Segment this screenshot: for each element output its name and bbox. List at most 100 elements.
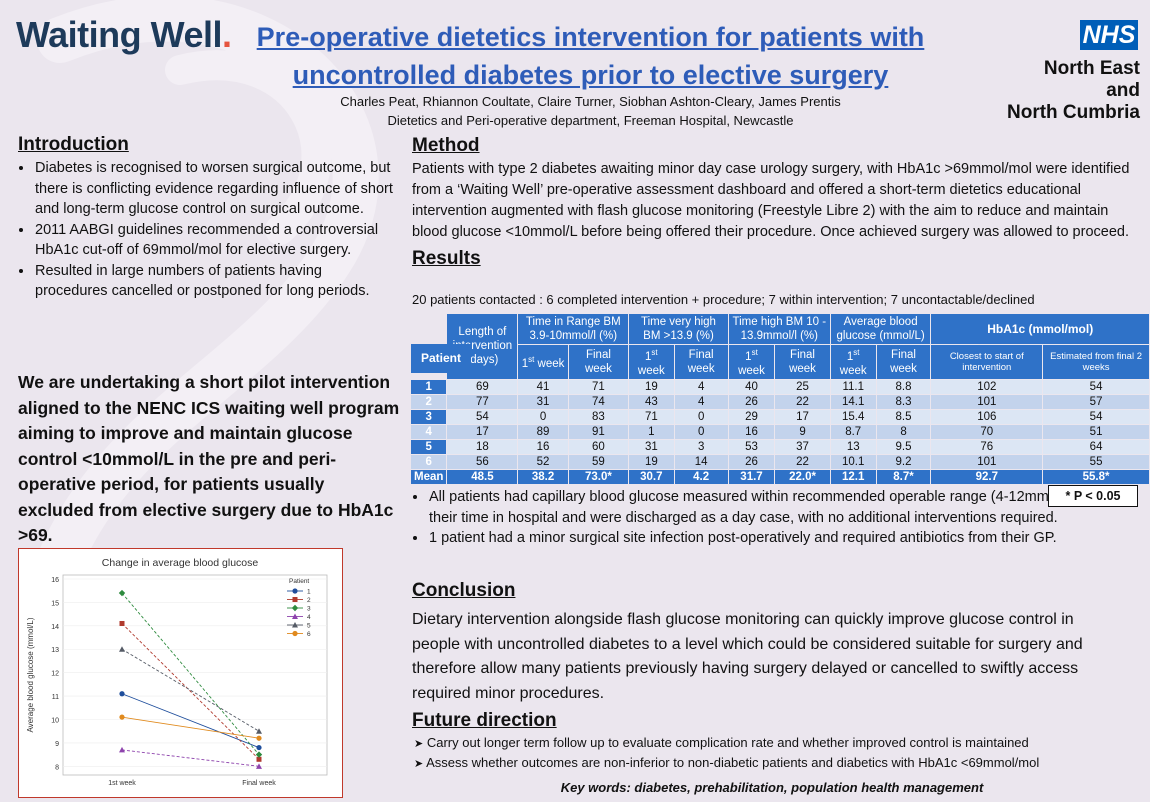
table-cell: 64 bbox=[1043, 439, 1149, 454]
table-cell: 11.1 bbox=[830, 379, 876, 394]
table-cell: 55.8* bbox=[1043, 469, 1149, 484]
col-tir: Time in Range BM 3.9-10mmol/l (%) bbox=[518, 314, 629, 344]
method-section: Method Patients with type 2 diabetes awa… bbox=[412, 135, 1140, 270]
y-tick-label: 15 bbox=[51, 600, 59, 607]
data-point bbox=[292, 622, 298, 628]
data-point bbox=[119, 714, 125, 720]
table-cell: 8.3 bbox=[876, 394, 931, 409]
table-cell: 56 bbox=[447, 454, 518, 469]
table-cell: 12.1 bbox=[830, 469, 876, 484]
series-line bbox=[121, 693, 260, 749]
y-tick-label: 14 bbox=[51, 624, 59, 631]
table-cell: 19 bbox=[629, 454, 674, 469]
table-cell: 30.7 bbox=[629, 469, 674, 484]
table-cell: 9 bbox=[775, 424, 830, 439]
table-cell: 55 bbox=[1043, 454, 1149, 469]
data-point bbox=[291, 604, 299, 612]
table-row: 2 77 31 74 43 4 26 22 14.1 8.3 101 57 bbox=[411, 394, 1149, 409]
table-cell: 15.4 bbox=[830, 409, 876, 424]
introduction-heading: Introduction bbox=[18, 134, 129, 155]
results-findings: All patients had capillary blood glucose… bbox=[412, 487, 1132, 549]
table-cell: 51 bbox=[1043, 424, 1149, 439]
authors-block: Charles Peat, Rhiannon Coultate, Claire … bbox=[238, 92, 943, 130]
table-cell: 31.7 bbox=[728, 469, 775, 484]
table-cell: 102 bbox=[931, 379, 1043, 394]
table-cell: 41 bbox=[518, 379, 568, 394]
y-tick-label: 12 bbox=[51, 671, 59, 678]
table-cell: 9.2 bbox=[876, 454, 931, 469]
table-cell: 22 bbox=[775, 394, 830, 409]
table-row: 1 69 41 71 19 4 40 25 11.1 8.8 102 54 bbox=[411, 379, 1149, 394]
table-cell: 22 bbox=[775, 454, 830, 469]
table-cell: 16 bbox=[728, 424, 775, 439]
logo-dot: . bbox=[222, 14, 232, 55]
data-point bbox=[119, 620, 125, 626]
nhs-org-name: North East and North Cumbria bbox=[1007, 58, 1140, 123]
patient-cell: 2 bbox=[411, 394, 447, 409]
table-row: 5 18 16 60 31 3 53 37 13 9.5 76 64 bbox=[411, 439, 1149, 454]
y-axis-label: Average blood glucose (mmol/L) bbox=[26, 617, 35, 732]
table-row: 6 56 52 59 19 14 26 22 10.1 9.2 101 55 bbox=[411, 454, 1149, 469]
table-cell: 69 bbox=[447, 379, 518, 394]
waiting-well-logo: Waiting Well. bbox=[16, 14, 232, 55]
sub-estimated: Estimated from final 2 weeks bbox=[1043, 345, 1149, 379]
list-item: 2011 AABGI guidelines recommended a cont… bbox=[34, 220, 398, 261]
col-hba1c: HbA1c (mmol/mol) bbox=[931, 314, 1149, 344]
table-cell: 101 bbox=[931, 454, 1043, 469]
results-heading: Results bbox=[412, 248, 481, 269]
y-tick-label: 13 bbox=[51, 647, 59, 654]
sub-1st-week: 1st week bbox=[629, 345, 674, 379]
author-list: Charles Peat, Rhiannon Coultate, Claire … bbox=[340, 94, 841, 109]
table-cell: 4.2 bbox=[674, 469, 728, 484]
table-cell: 106 bbox=[931, 409, 1043, 424]
table-cell: 91 bbox=[568, 424, 629, 439]
table-cell: 14 bbox=[674, 454, 728, 469]
table-cell: 71 bbox=[568, 379, 629, 394]
table-cell: 71 bbox=[629, 409, 674, 424]
table-cell: 54 bbox=[1043, 409, 1149, 424]
y-tick-label: 16 bbox=[51, 577, 59, 584]
table-cell: 76 bbox=[931, 439, 1043, 454]
table-cell: Mean bbox=[411, 469, 447, 484]
table-cell: 4 bbox=[674, 379, 728, 394]
table-cell: 8.7* bbox=[876, 469, 931, 484]
table-cell: 37 bbox=[775, 439, 830, 454]
y-tick-label: 11 bbox=[52, 694, 59, 701]
table-cell: 38.2 bbox=[518, 469, 568, 484]
table-cell: 26 bbox=[728, 394, 775, 409]
legend-title: Patient bbox=[289, 578, 309, 585]
table-cell: 31 bbox=[518, 394, 568, 409]
future-heading: Future direction bbox=[412, 710, 557, 731]
series-line bbox=[121, 592, 260, 755]
list-item: Diabetes is recognised to worsen surgica… bbox=[34, 158, 398, 220]
table-cell: 1 bbox=[629, 424, 674, 439]
table-cell: 16 bbox=[518, 439, 568, 454]
table-cell: 59 bbox=[568, 454, 629, 469]
table-cell: 9.5 bbox=[876, 439, 931, 454]
table-cell: 14.1 bbox=[830, 394, 876, 409]
legend-label: 6 bbox=[307, 631, 311, 638]
table-cell: 10.1 bbox=[830, 454, 876, 469]
table-cell: 25 bbox=[775, 379, 830, 394]
glucose-chart-svg: Change in average blood glucose891011121… bbox=[26, 557, 328, 787]
table-cell: 60 bbox=[568, 439, 629, 454]
table-cell: 17 bbox=[775, 409, 830, 424]
legend-label: 2 bbox=[307, 597, 311, 604]
table-row: 4 17 89 91 1 0 16 9 8.7 8 70 51 bbox=[411, 424, 1149, 439]
table-cell: 8.8 bbox=[876, 379, 931, 394]
sub-1st-week: 1st week bbox=[830, 345, 876, 379]
table-cell: 0 bbox=[518, 409, 568, 424]
list-item: 1 patient had a minor surgical site infe… bbox=[428, 528, 1132, 549]
data-point bbox=[292, 613, 298, 619]
data-point bbox=[119, 691, 125, 697]
table-cell: 0 bbox=[674, 424, 728, 439]
data-point bbox=[292, 630, 298, 637]
mean-row: Mean 48.5 38.2 73.0* 30.7 4.2 31.7 22.0* 12.1 8.7… bbox=[411, 469, 1149, 484]
col-abg: Average blood glucose (mmol/L) bbox=[830, 314, 931, 344]
data-point bbox=[256, 744, 262, 751]
conclusion-section: Conclusion bbox=[412, 580, 515, 602]
introduction-section: Introduction Diabetes is recognised to w… bbox=[18, 134, 398, 302]
list-item: ➤ Assess whether outcomes are non-inferi… bbox=[414, 754, 1040, 770]
legend-label: 1 bbox=[307, 588, 311, 595]
patient-cell: 5 bbox=[411, 439, 447, 454]
